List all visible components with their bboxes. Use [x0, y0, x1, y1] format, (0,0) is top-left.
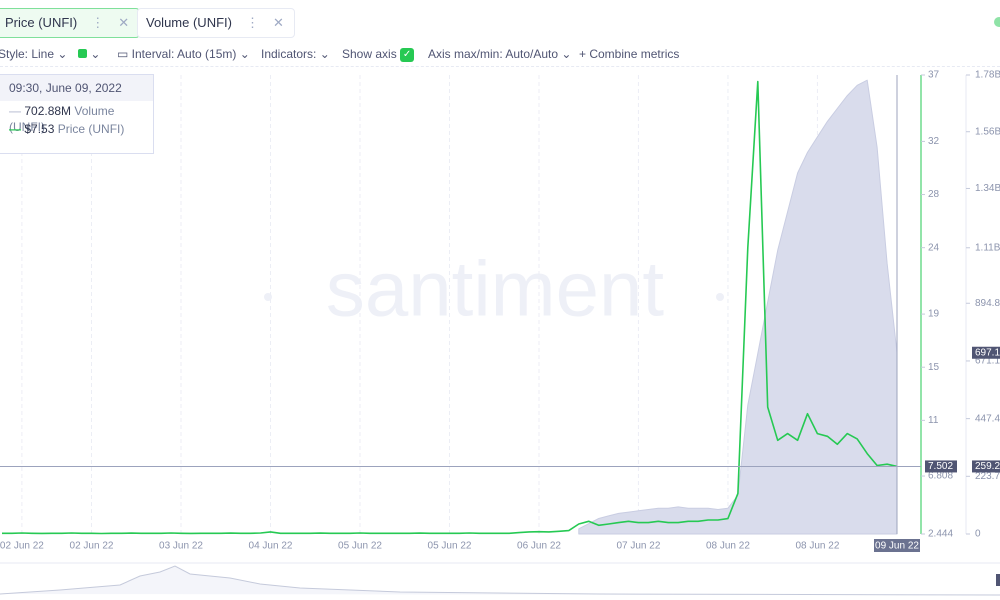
label: Style: Line: [0, 47, 55, 61]
show-axis-toggle[interactable]: Show axis ✓: [342, 47, 415, 62]
y-tick-label: 6.808: [928, 471, 953, 482]
interval-select[interactable]: ▭ Interval: Auto (15m) ⌄: [117, 47, 250, 61]
y-tick-label: 24: [928, 242, 940, 253]
axis-badge-label: 697.11: [975, 347, 1000, 358]
watermark-dot: [716, 293, 724, 301]
x-tick-label: 05 Jun 22: [428, 541, 472, 552]
metric-tab[interactable]: Price (UNFI) ⋮ ✕: [0, 8, 141, 38]
x-tick-label: 06 Jun 22: [517, 541, 561, 552]
status-dot: [994, 17, 1000, 27]
label: Interval: Auto (15m): [131, 47, 237, 61]
label: Axis max/min: Auto/Auto: [428, 47, 559, 61]
tooltip: 09:30, June 09, 2022 — 702.88M Volume (U…: [0, 74, 154, 154]
x-tick-label: 08 Jun 22: [795, 541, 839, 552]
axis-badge: [972, 460, 1000, 473]
y-tick-label: 19: [928, 309, 940, 320]
x-tick-label: 08 Jun 22: [706, 541, 750, 552]
label: Combine metrics: [589, 47, 680, 61]
tooltip-row: — $7.53 Price (UNFI): [9, 122, 125, 136]
watermark: santiment: [326, 245, 664, 333]
y2-tick-label: 447.4M: [975, 413, 1000, 424]
y2-tick-label: 0: [975, 529, 981, 540]
indicators-select[interactable]: Indicators: ⌄: [261, 47, 330, 61]
tooltip-value: 702.88M: [24, 104, 72, 118]
navigator-line: [0, 565, 1000, 596]
tab-label: Volume (UNFI): [146, 15, 232, 30]
y-tick-label: 32: [928, 136, 940, 147]
label: Indicators:: [261, 47, 317, 61]
y-tick-label: 15: [928, 362, 940, 373]
metric-tab[interactable]: Volume (UNFI) ⋮ ✕: [137, 8, 295, 38]
x-tick-label: 07 Jun 22: [616, 541, 660, 552]
x-tick-label: 09 Jun 22: [875, 541, 919, 552]
tooltip-row: — 702.88M Volume (UNFI): [9, 104, 115, 134]
x-tick-label: 05 Jun 22: [338, 541, 382, 552]
axis-select[interactable]: Axis max/min: Auto/Auto ⌄: [428, 47, 572, 61]
x-tick-label: 02 Jun 22: [0, 541, 44, 552]
y2-tick-label: 1.34B: [975, 183, 1000, 194]
tab-label: Price (UNFI): [5, 15, 78, 30]
divider: [0, 66, 1000, 67]
y2-tick-label: 671.1M: [975, 356, 1000, 367]
x-tick-label: 03 Jun 22: [159, 541, 203, 552]
tooltip-name: Volume (UNFI): [9, 104, 115, 134]
y2-tick-label: 1.11B: [975, 242, 1000, 253]
y2-tick-label: 894.8M: [975, 298, 1000, 309]
navigator-handle[interactable]: [996, 574, 1000, 586]
combine-button[interactable]: + Combine metrics: [579, 47, 680, 61]
axis-badge-label: 7.502: [928, 461, 953, 472]
tooltip-name: Price (UNFI): [57, 122, 125, 136]
tooltip-time: 09:30, June 09, 2022: [0, 75, 153, 101]
y-tick-label: 37: [928, 70, 940, 81]
y-tick-label: 2.444: [928, 529, 953, 540]
tooltip-value: $7.53: [24, 122, 55, 136]
axis-badge: [972, 346, 1000, 359]
x-tick-label: 02 Jun 22: [70, 541, 114, 552]
color-select[interactable]: ⌄: [78, 47, 100, 61]
y2-tick-label: 223.7M: [975, 471, 1000, 482]
volume-area: [578, 79, 898, 535]
label: Show axis: [342, 47, 397, 61]
label-badge: [874, 539, 920, 552]
price-line: [2, 80, 898, 535]
style-select[interactable]: Style: Line ⌄: [0, 47, 68, 61]
axis-badge: [925, 460, 957, 473]
axis-badge-label: 259.25: [975, 461, 1000, 472]
x-tick-label: 04 Jun 22: [249, 541, 293, 552]
y2-tick-label: 1.78B: [975, 70, 1000, 81]
y-tick-label: 28: [928, 189, 940, 200]
y-tick-label: 11: [928, 415, 939, 426]
y2-tick-label: 1.56B: [975, 126, 1000, 137]
